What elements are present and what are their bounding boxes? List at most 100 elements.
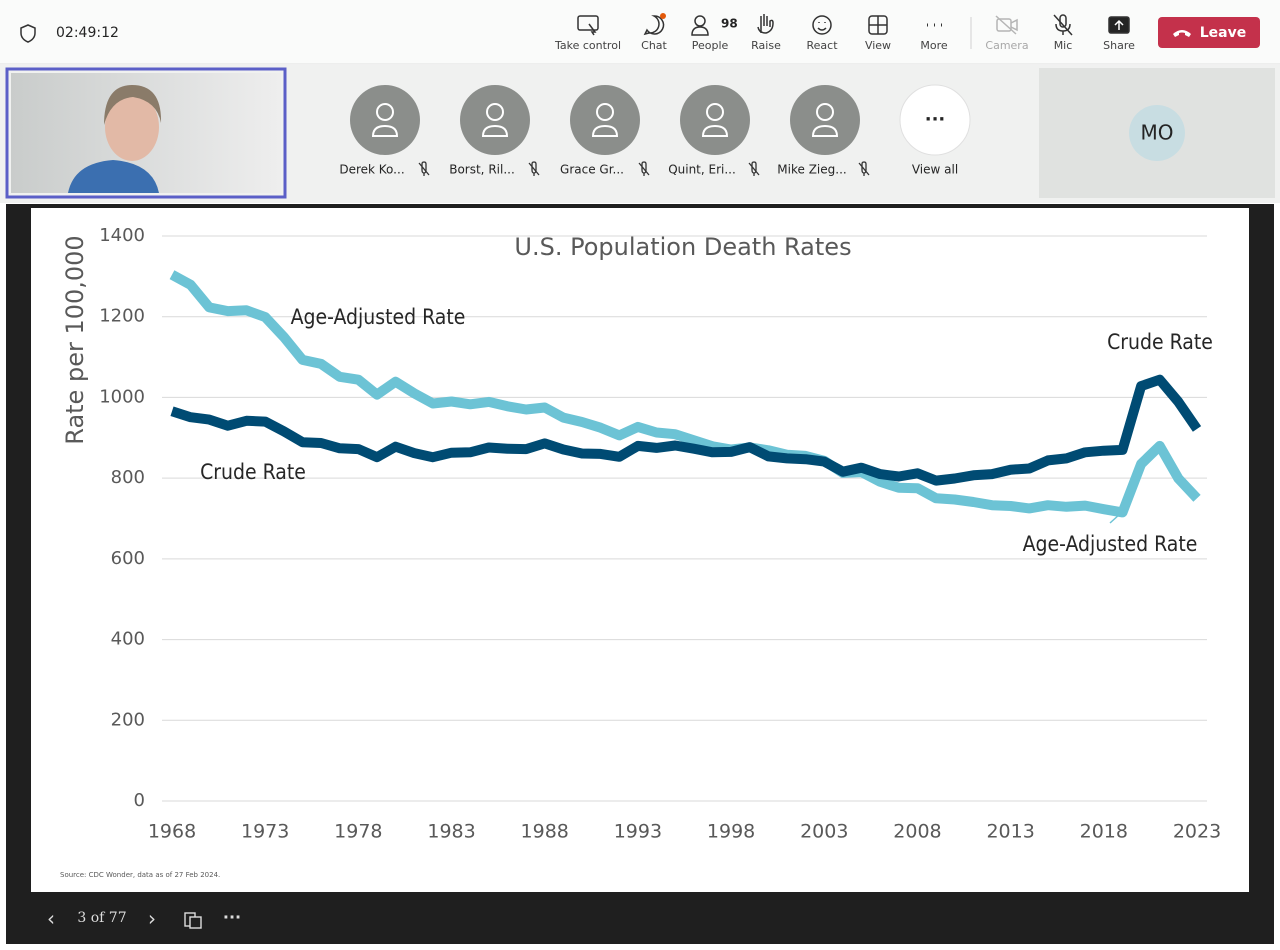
x-tick-label: 1978 [334, 821, 382, 843]
series-label: Crude Rate [200, 460, 306, 484]
button-label: People [692, 39, 729, 52]
participant[interactable]: Borst, Ril... [449, 85, 540, 177]
video-person-head [105, 93, 159, 161]
active-video-border [5, 67, 287, 199]
x-tick-label: 2003 [800, 821, 848, 843]
button-icon [694, 15, 706, 27]
chart: 0 200 400 600 800 1000 1200 1400 1968 1973 1978 198… [60, 225, 1221, 879]
y-tick-label: 1000 [99, 386, 145, 407]
video-person-body [68, 160, 159, 193]
toolbar-button[interactable]: More [920, 23, 948, 52]
shield-icon [20, 24, 36, 43]
toolbar-button[interactable]: View [865, 15, 891, 52]
series-label: Age-Adjusted Rate [291, 305, 466, 329]
label-leader [1109, 513, 1121, 524]
slide [31, 208, 1249, 892]
toolbar-button[interactable]: Chat [641, 13, 668, 52]
series-label: Crude Rate [1107, 330, 1213, 354]
self-avatar [1129, 105, 1185, 161]
view-all-label: View all [912, 163, 958, 177]
avatar-body [371, 124, 399, 137]
chart-title: U.S. Population Death Rates [514, 233, 851, 261]
muted-icon [528, 161, 540, 176]
y-tick-label: 800 [111, 467, 145, 488]
leave-icon [1173, 30, 1191, 37]
participant[interactable]: Quint, Eri... [668, 85, 760, 177]
muted-icon [748, 161, 760, 176]
x-tick-label: 2008 [893, 821, 941, 843]
toolbar-button[interactable]: Share [1103, 16, 1135, 52]
avatar-body [591, 124, 619, 137]
x-tick-label: 2018 [1080, 821, 1128, 843]
participant-name: Mike Zieg... [777, 163, 846, 177]
button-icon [996, 18, 1012, 32]
series-line [170, 374, 1202, 486]
button-icon [817, 22, 827, 31]
button-label: Raise [751, 39, 781, 52]
avatar-head [596, 103, 614, 121]
button-label: More [920, 39, 948, 52]
x-tick-label: 1968 [148, 821, 196, 843]
slides-icon-front [189, 916, 202, 929]
x-tick-label: 1988 [521, 821, 569, 843]
source-note: Source: CDC Wonder, data as of 27 Feb 20… [60, 871, 220, 879]
people-count: 98 [721, 17, 738, 31]
y-tick-label: 600 [111, 548, 145, 569]
toolbar-button[interactable]: Mic [1053, 14, 1073, 52]
participant-name: Grace Gr... [560, 163, 624, 177]
y-tick-label: 1200 [99, 306, 145, 327]
avatar-body [701, 124, 729, 137]
avatar-head [376, 103, 394, 121]
series-line [169, 270, 1201, 518]
button-icon [812, 15, 832, 35]
button-label: React [806, 39, 838, 52]
leave-button[interactable] [1158, 17, 1260, 48]
button-label: Camera [985, 39, 1028, 52]
toolbar-button[interactable]: React [806, 15, 838, 52]
button-icon [643, 15, 665, 36]
slide-more[interactable]: ··· [223, 908, 241, 927]
participant-name: Borst, Ril... [449, 163, 515, 177]
button-icon [869, 16, 887, 34]
participant-name: Quint, Eri... [668, 163, 736, 177]
x-tick-label: 1998 [707, 821, 755, 843]
button-icon [660, 13, 666, 19]
participant[interactable]: Grace Gr... [560, 85, 650, 177]
avatar-head [816, 103, 834, 121]
button-icon [691, 26, 709, 36]
slide-counter: 3 of 77 [77, 910, 126, 926]
button-icon [757, 14, 774, 34]
x-tick-label: 1993 [614, 821, 662, 843]
x-tick-label: 1983 [427, 821, 475, 843]
button-icon [588, 23, 597, 36]
button-label: Take control [554, 39, 621, 52]
view-all-button[interactable] [899, 84, 971, 156]
toolbar-button[interactable]: People 98 [691, 15, 738, 52]
muted-icon [858, 161, 870, 176]
x-tick-label: 2023 [1173, 821, 1221, 843]
y-axis-label: Rate per 100,000 [61, 235, 89, 444]
timer: 02:49:12 [56, 25, 119, 41]
video-person-hair [104, 85, 162, 125]
next-slide[interactable]: › [148, 907, 156, 931]
self-initials: MO [1141, 121, 1174, 145]
x-tick-label: 1973 [241, 821, 289, 843]
button-icon [1053, 14, 1073, 36]
participant[interactable]: Derek Ko... [339, 85, 430, 177]
avatar-head [486, 103, 504, 121]
button-label: View [865, 39, 891, 52]
avatar-head [706, 103, 724, 121]
series-label: Age-Adjusted Rate [1023, 532, 1198, 556]
button-label: Chat [641, 39, 667, 52]
y-tick-label: 0 [134, 790, 145, 811]
participant-name: Derek Ko... [339, 163, 404, 177]
participants: Derek Ko... Borst, Ril... Grace Gr... Quint… [339, 85, 870, 177]
toolbar-button[interactable]: Take control [554, 15, 621, 52]
muted-icon [638, 161, 650, 176]
avatar-body [811, 124, 839, 137]
prev-slide[interactable]: ‹ [47, 907, 55, 931]
button-icon [1114, 19, 1124, 30]
toolbar-button[interactable]: Camera [985, 15, 1029, 52]
toolbar-button[interactable]: Raise [751, 14, 781, 52]
participant[interactable]: Mike Zieg... [777, 85, 870, 177]
